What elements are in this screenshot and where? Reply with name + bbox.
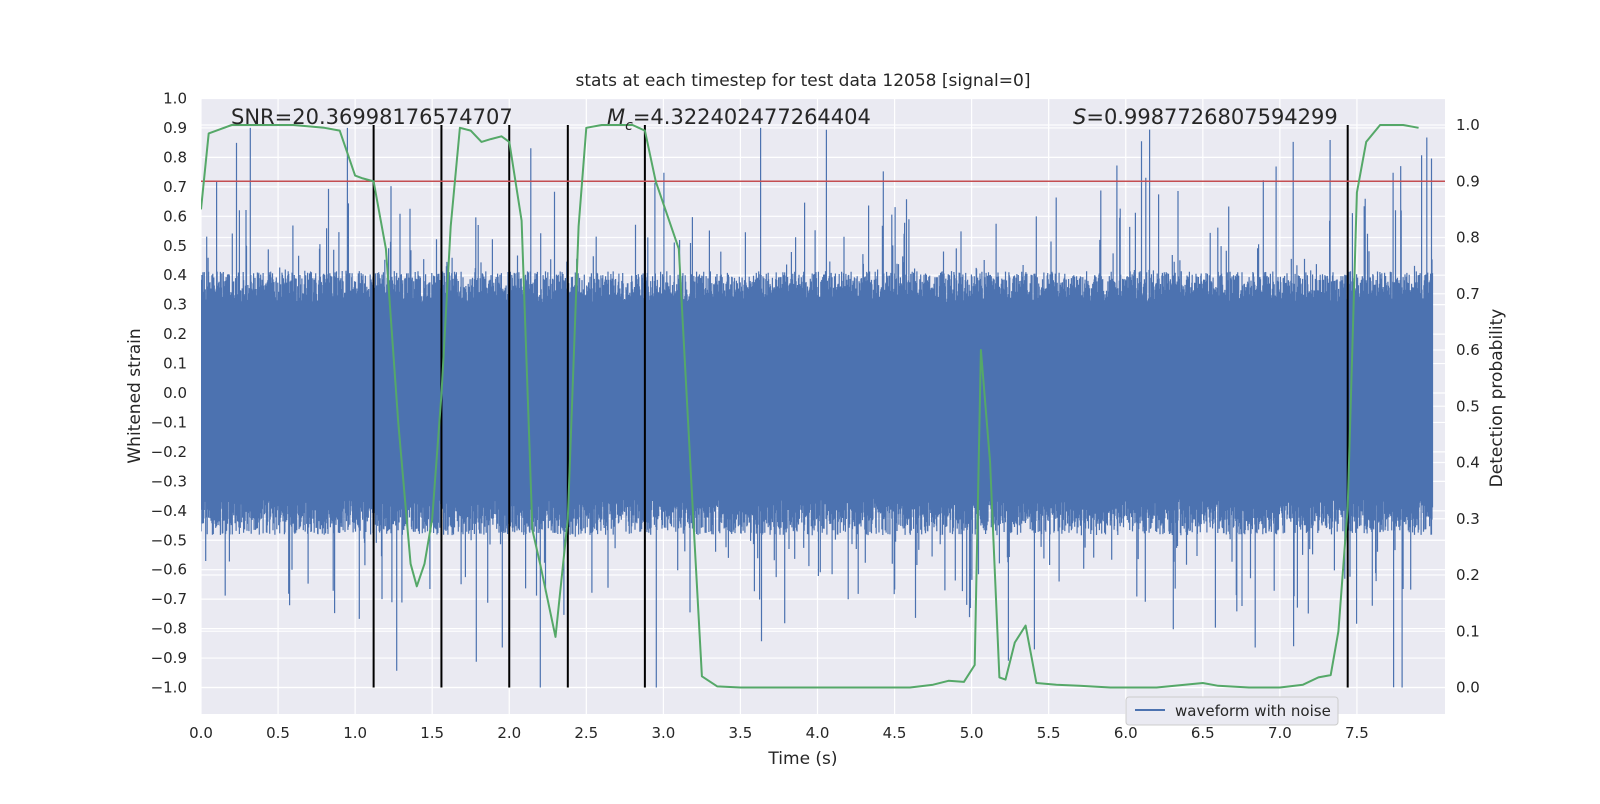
- left-y-tick-label: 0.7: [163, 178, 187, 196]
- x-tick-label: 1.5: [420, 724, 444, 742]
- x-axis-label: Time (s): [767, 749, 837, 769]
- left-y-tick-label: −0.2: [151, 443, 187, 461]
- right-y-tick-label: 0.3: [1456, 510, 1480, 528]
- left-y-tick-label: −0.3: [151, 472, 187, 490]
- right-y-tick-label: 0.8: [1456, 229, 1480, 247]
- left-y-tick-label: −0.9: [151, 649, 187, 667]
- right-y-tick-label: 0.1: [1456, 622, 1480, 640]
- plot-content: [201, 124, 1445, 689]
- left-y-tick-label: 0.1: [163, 355, 187, 373]
- left-y-tick-label: −0.1: [151, 413, 187, 431]
- x-tick-label: 4.0: [806, 724, 830, 742]
- s-symbol: S: [1073, 105, 1086, 129]
- right-y-tick-label: 0.4: [1456, 454, 1480, 472]
- x-axis-ticks: 0.0 0.5 1.0 1.5 2.0 2.5 3.0 3.5 4.0 4.5 5.0 5.5 6.0 6…: [189, 724, 1369, 742]
- x-tick-label: 5.5: [1037, 724, 1061, 742]
- right-y-tick-label: 0.2: [1456, 566, 1480, 584]
- right-y-tick-label: 0.5: [1456, 397, 1480, 415]
- s-value: =0.9987726807594299: [1086, 105, 1337, 129]
- waveform-series: [201, 127, 1434, 688]
- right-y-tick-label: 0.7: [1456, 285, 1480, 303]
- x-tick-label: 6.5: [1191, 724, 1215, 742]
- x-tick-label: 7.0: [1268, 724, 1292, 742]
- x-tick-label: 2.5: [574, 724, 598, 742]
- chirp-mass-symbol: M: [607, 105, 625, 129]
- x-tick-label: 6.0: [1114, 724, 1138, 742]
- right-y-axis-ticks: 1.0 0.9 0.8 0.7 0.6 0.5 0.4 0.3 0.2 0.1 0.0: [1456, 116, 1480, 697]
- left-y-tick-label: 0.4: [163, 266, 187, 284]
- legend: waveform with noise: [1125, 696, 1339, 726]
- left-y-axis-ticks: 1.0 0.9 0.8 0.7 0.6 0.5 0.4 0.3 0.2 0.1 0.0 −0.1 −0.…: [151, 90, 187, 697]
- x-tick-label: 0.5: [266, 724, 290, 742]
- snr-annotation: SNR=20.36998176574707: [231, 105, 513, 129]
- x-tick-label: 2.0: [497, 724, 521, 742]
- x-tick-label: 4.5: [883, 724, 907, 742]
- right-y-tick-label: 0.0: [1456, 679, 1480, 697]
- left-y-tick-label: −0.4: [151, 502, 187, 520]
- right-y-tick-label: 0.9: [1456, 172, 1480, 190]
- probability-series: [201, 124, 1419, 689]
- left-y-tick-label: −1.0: [151, 679, 187, 697]
- left-y-tick-label: 0.3: [163, 296, 187, 314]
- x-tick-label: 3.0: [651, 724, 675, 742]
- chirp-mass-annotation: Mc=4.322402477264404: [607, 105, 871, 134]
- x-tick-label: 0.0: [189, 724, 213, 742]
- left-y-tick-label: 0.0: [163, 384, 187, 402]
- chirp-mass-value: =4.322402477264404: [633, 105, 871, 129]
- s-annotation: S=0.9987726807594299: [1073, 105, 1338, 129]
- x-tick-label: 5.0: [960, 724, 984, 742]
- x-tick-label: 7.5: [1345, 724, 1369, 742]
- left-y-tick-label: 0.2: [163, 325, 187, 343]
- right-y-axis-label: Detection probability: [1487, 309, 1507, 488]
- left-y-tick-label: 0.9: [163, 119, 187, 137]
- right-y-tick-label: 1.0: [1456, 116, 1480, 134]
- left-y-tick-label: −0.6: [151, 561, 187, 579]
- right-y-tick-label: 0.6: [1456, 341, 1480, 359]
- left-y-tick-label: −0.7: [151, 590, 187, 608]
- chirp-mass-subscript: c: [625, 118, 633, 134]
- chart-title: stats at each timestep for test data 120…: [576, 71, 1031, 91]
- x-tick-label: 1.0: [343, 724, 367, 742]
- left-y-tick-label: 0.5: [163, 237, 187, 255]
- legend-label: waveform with noise: [1175, 702, 1331, 720]
- legend-box: [1125, 696, 1339, 726]
- left-y-tick-label: 0.8: [163, 148, 187, 166]
- x-tick-label: 3.5: [729, 724, 753, 742]
- left-y-tick-label: −0.5: [151, 531, 187, 549]
- left-y-tick-label: 1.0: [163, 90, 187, 108]
- left-y-axis-label: Whitened strain: [125, 328, 145, 463]
- left-y-tick-label: −0.8: [151, 620, 187, 638]
- left-y-tick-label: 0.6: [163, 207, 187, 225]
